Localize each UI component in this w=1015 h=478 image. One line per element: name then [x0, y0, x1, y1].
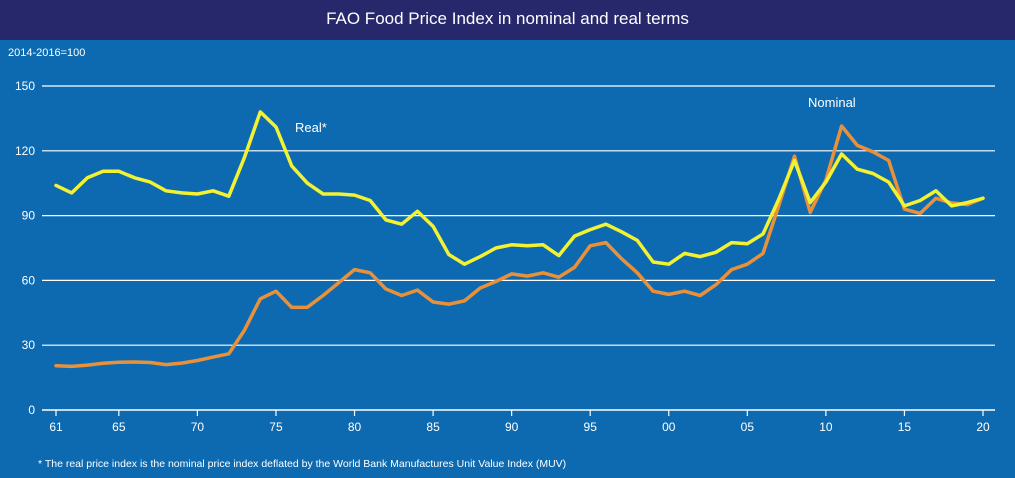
y-axis-label: 2014-2016=100	[8, 47, 86, 59]
x-tick-label: 75	[269, 420, 283, 434]
x-tick-label: 95	[584, 420, 598, 434]
series-line-real	[54, 110, 985, 266]
x-tick-label: 10	[819, 420, 833, 434]
series-label-nominal: Nominal	[808, 95, 856, 110]
y-tick-label: 120	[15, 144, 35, 158]
y-tick-label: 150	[15, 79, 35, 93]
series-lines	[54, 110, 985, 369]
x-tick-label: 70	[191, 420, 205, 434]
x-tick-label: 90	[505, 420, 519, 434]
x-tick-label: 61	[49, 420, 63, 434]
y-tick-labels: 0 30 60 90 120 150	[15, 79, 35, 417]
x-tick-label: 00	[662, 420, 676, 434]
y-tick-label: 90	[22, 209, 36, 223]
x-tick-label: 65	[112, 420, 126, 434]
x-tick-label: 05	[741, 420, 755, 434]
y-tick-label: 60	[22, 273, 36, 287]
series-line-nominal	[54, 124, 985, 369]
y-tick-label: 30	[22, 338, 36, 352]
footnote: * The real price index is the nominal pr…	[38, 458, 567, 470]
x-tick-label: 85	[426, 420, 440, 434]
y-tick-label: 0	[28, 403, 35, 417]
x-tick-label: 80	[348, 420, 362, 434]
x-tick-label: 15	[898, 420, 912, 434]
x-tick-labels: 61 65 70 75 80 85 90 95 00 05 10 15 20	[49, 410, 990, 434]
series-label-real: Real*	[295, 120, 327, 135]
chart-title: FAO Food Price Index in nominal and real…	[0, 0, 1015, 40]
x-tick-label: 20	[976, 420, 990, 434]
